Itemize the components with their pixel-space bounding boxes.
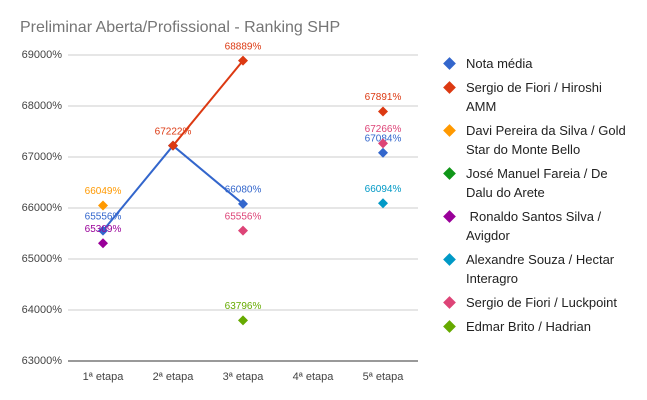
legend-swatch bbox=[443, 320, 456, 333]
point bbox=[98, 200, 108, 211]
legend-swatch bbox=[443, 210, 456, 223]
legend-label: Nota média bbox=[466, 56, 533, 71]
legend-swatch bbox=[443, 57, 456, 70]
point bbox=[378, 147, 388, 158]
legend-label: Sergio de Fiori / Hiroshi AMM bbox=[466, 80, 605, 114]
y-tick-label: 64000% bbox=[22, 304, 63, 316]
legend: Nota média Sergio de Fiori / Hiroshi AMM D… bbox=[443, 54, 633, 341]
point bbox=[238, 198, 248, 209]
legend-swatch bbox=[443, 81, 456, 94]
point bbox=[378, 198, 388, 209]
data-label: 65309% bbox=[85, 224, 122, 235]
legend-swatch bbox=[443, 167, 456, 180]
legend-item: Sergio de Fiori / Hiroshi AMM bbox=[443, 78, 633, 116]
point bbox=[98, 238, 108, 249]
x-tick-label: 1ª etapa bbox=[83, 371, 125, 383]
legend-label: Sergio de Fiori / Luckpoint bbox=[466, 295, 618, 310]
data-label: 67266% bbox=[365, 124, 402, 135]
data-label: 63796% bbox=[225, 301, 262, 312]
y-tick-label: 63000% bbox=[22, 355, 63, 367]
legend-label: José Manuel Fareia / De Dalu do Arete bbox=[466, 166, 612, 200]
point bbox=[238, 315, 248, 326]
data-label: 65556% bbox=[225, 211, 262, 222]
y-tick-label: 68000% bbox=[22, 100, 63, 112]
y-tick-label: 66000% bbox=[22, 202, 63, 214]
y-tick-label: 65000% bbox=[22, 253, 63, 265]
legend-item: José Manuel Fareia / De Dalu do Arete bbox=[443, 164, 633, 202]
legend-label: Davi Pereira da Silva / Gold Star do Mon… bbox=[466, 123, 630, 157]
data-label: 68889% bbox=[225, 41, 262, 52]
point bbox=[378, 138, 388, 149]
x-tick-label: 2ª etapa bbox=[153, 371, 195, 383]
chart-title: Preliminar Aberta/Profissional - Ranking… bbox=[20, 19, 340, 36]
point bbox=[238, 55, 248, 66]
x-tick-label: 5ª etapa bbox=[363, 371, 405, 383]
data-label: 67891% bbox=[365, 92, 402, 103]
series-line bbox=[173, 61, 383, 146]
data-label: 66094% bbox=[365, 184, 402, 195]
legend-swatch bbox=[443, 124, 456, 137]
data-label: 65556% bbox=[85, 211, 122, 222]
data-label: 66080% bbox=[225, 185, 262, 196]
y-tick-label: 69000% bbox=[22, 49, 63, 61]
legend-item: Sergio de Fiori / Luckpoint bbox=[443, 293, 633, 312]
point bbox=[168, 140, 178, 151]
legend-label: Edmar Brito / Hadrian bbox=[466, 319, 591, 334]
legend-item: Ronaldo Santos Silva / Avigdor bbox=[443, 207, 633, 245]
legend-item: Davi Pereira da Silva / Gold Star do Mon… bbox=[443, 121, 633, 159]
legend-label: Alexandre Souza / Hectar Interagro bbox=[466, 252, 618, 286]
point bbox=[378, 106, 388, 117]
legend-item: Edmar Brito / Hadrian bbox=[443, 317, 633, 336]
y-tick-label: 67000% bbox=[22, 151, 63, 163]
legend-label: Ronaldo Santos Silva / Avigdor bbox=[466, 209, 605, 243]
point bbox=[238, 225, 248, 236]
data-label: 66049% bbox=[85, 186, 122, 197]
legend-item: Nota média bbox=[443, 54, 633, 73]
point bbox=[98, 225, 108, 236]
legend-swatch bbox=[443, 296, 456, 309]
data-label: 67222% bbox=[155, 126, 192, 137]
x-tick-label: 3ª etapa bbox=[223, 371, 265, 383]
x-tick-label: 4ª etapa bbox=[293, 371, 335, 383]
legend-item: Alexandre Souza / Hectar Interagro bbox=[443, 250, 633, 288]
legend-swatch bbox=[443, 253, 456, 266]
